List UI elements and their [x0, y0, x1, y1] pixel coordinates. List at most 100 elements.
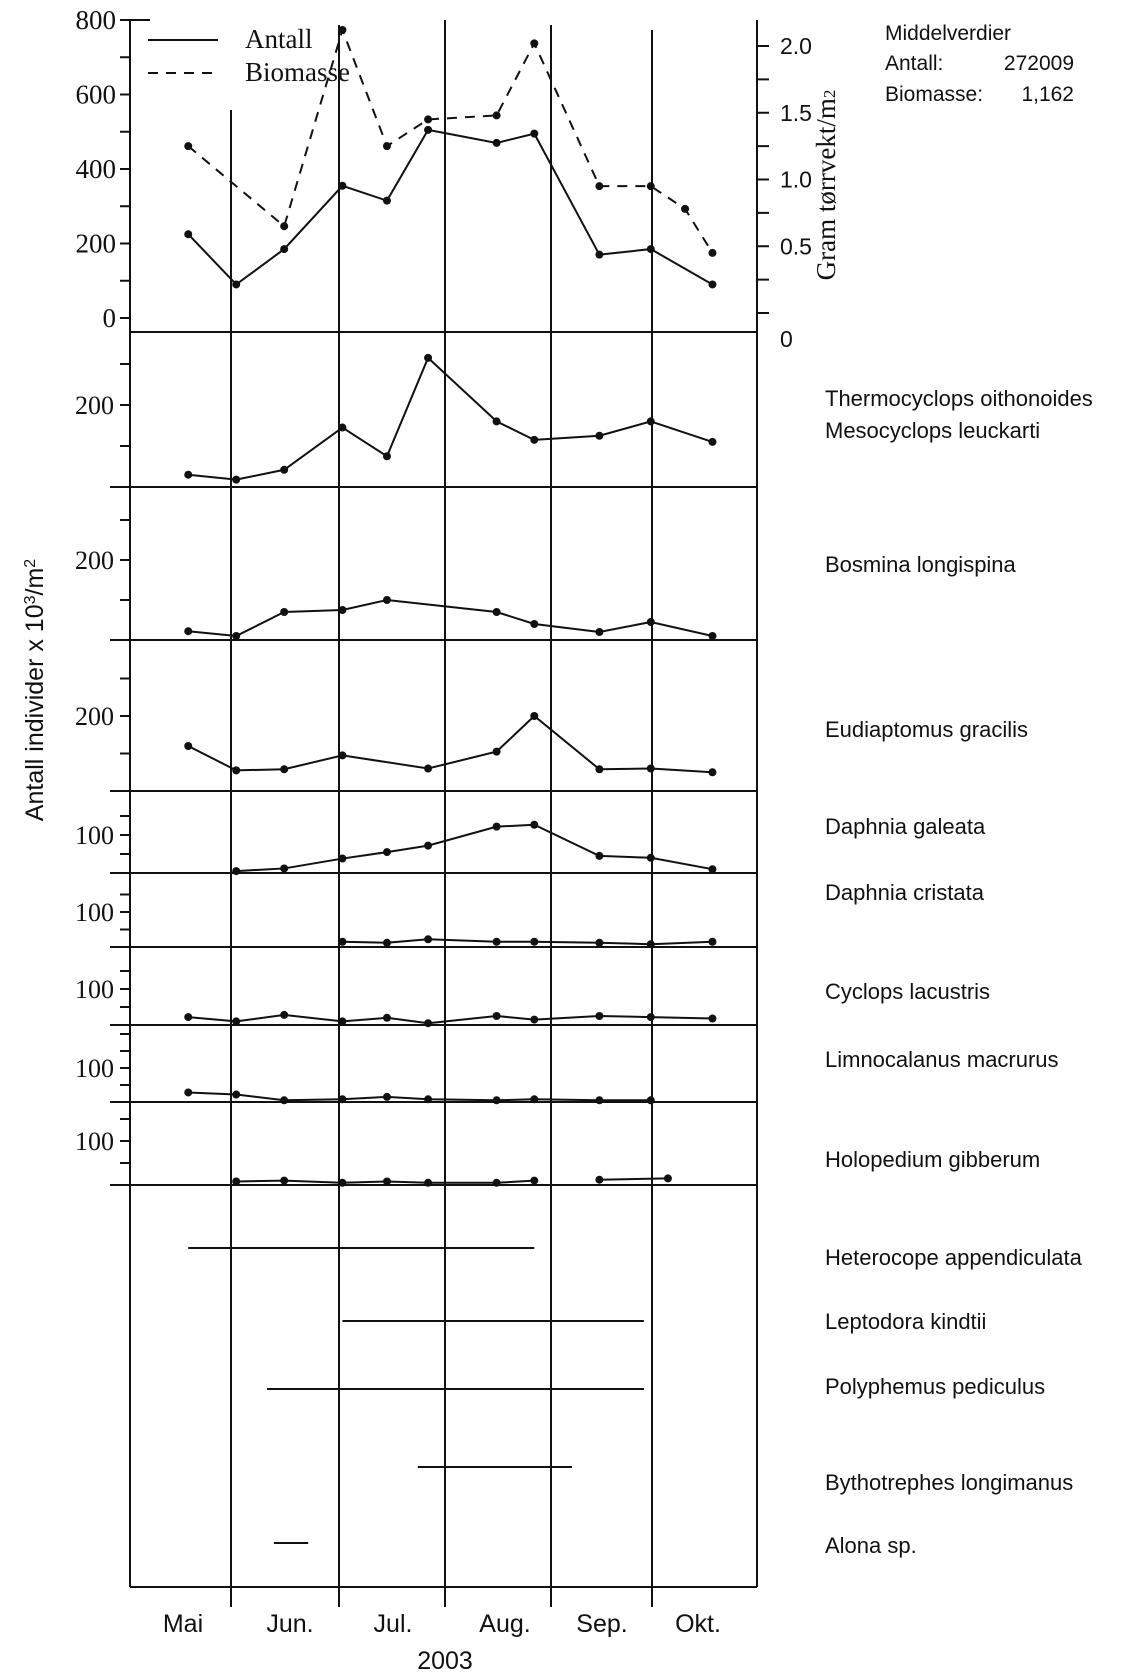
biomasse-point — [681, 204, 690, 213]
left-tick-label: 200 — [76, 229, 117, 259]
species-name: Bosmina longispina — [825, 552, 1017, 577]
series-point — [424, 1095, 433, 1104]
series-point — [595, 431, 604, 440]
y-axis-label-main: Antall individer x 10 — [21, 604, 49, 821]
species-name: Daphnia galeata — [825, 814, 986, 839]
left-tick-label: 600 — [76, 80, 117, 110]
series-point — [184, 1013, 193, 1022]
series-point — [646, 1013, 655, 1022]
series-point — [492, 1178, 501, 1187]
series-point — [595, 1175, 604, 1184]
series-point — [646, 1096, 655, 1105]
series-point — [424, 764, 433, 773]
tick-label: 100 — [75, 1127, 114, 1156]
series-point — [646, 940, 655, 949]
antall-point — [595, 250, 604, 259]
presence-species-name: Alona sp. — [825, 1533, 917, 1558]
series-point — [530, 620, 539, 628]
series-point — [338, 937, 347, 946]
top-panel: 800 600 400 200 0 2.0 1.5 1.0 0.5 0 — [76, 5, 812, 352]
antall-point — [232, 280, 241, 289]
biomasse-point — [382, 142, 391, 151]
series-point — [382, 596, 391, 604]
series-point — [708, 768, 717, 777]
series-point — [530, 1176, 539, 1185]
series-line — [188, 356, 713, 481]
series-point — [595, 938, 604, 947]
y-axis-label: Antall individer x 103/m2 — [21, 559, 49, 821]
series-point — [530, 1015, 539, 1024]
y-axis-label-tail: /m — [21, 568, 49, 596]
series-point — [530, 937, 539, 946]
right-tick-label: 2.0 — [780, 33, 812, 59]
antall-point — [338, 181, 347, 190]
antall-point — [530, 129, 539, 138]
antall-point — [382, 196, 391, 205]
series-point — [492, 1012, 501, 1020]
month-label: Okt. — [675, 1610, 721, 1638]
series-point — [595, 628, 604, 636]
right-axis-label-sub: 2 — [820, 90, 839, 99]
antall-series-line — [187, 128, 713, 286]
tick-label: 200 — [75, 391, 114, 420]
series-point — [184, 742, 193, 750]
series-point — [595, 765, 604, 774]
series-point — [184, 1088, 193, 1097]
series-point — [280, 864, 289, 873]
presence-species-name: Leptodora kindtii — [825, 1309, 986, 1334]
month-label: Aug. — [479, 1610, 530, 1638]
species-name: Daphnia cristata — [825, 880, 985, 905]
biomasse-point — [280, 222, 289, 231]
series-point — [424, 841, 433, 850]
series-point — [280, 1176, 289, 1185]
month-label: Jul. — [374, 1610, 413, 1638]
right-tick-label: 0 — [780, 326, 793, 352]
series-point — [382, 938, 391, 947]
series-point — [382, 1013, 391, 1022]
series-point — [646, 853, 655, 862]
biomasse-point — [184, 142, 193, 151]
series-point — [663, 1174, 672, 1183]
series-point — [184, 627, 193, 636]
species-panel: 200 Bosmina longispina — [75, 519, 1017, 641]
series-line — [188, 598, 713, 638]
series-point — [492, 747, 501, 756]
antall-point — [492, 138, 501, 147]
series-point — [492, 822, 501, 831]
mean-antall-label: Antall: — [885, 52, 943, 75]
series-point — [280, 608, 289, 616]
series-point — [595, 1096, 604, 1105]
series-point — [708, 865, 717, 874]
series-point — [232, 1090, 241, 1099]
series-point — [492, 937, 501, 946]
series-point — [382, 1092, 391, 1101]
series-point — [338, 854, 347, 863]
series-point — [424, 353, 433, 362]
species-panel: 200 Eudiaptomus gracilis — [75, 677, 1028, 792]
series-point — [424, 935, 433, 944]
mean-biomasse-label: Biomasse: — [885, 83, 983, 106]
series-point — [382, 1177, 391, 1186]
tick-label: 200 — [75, 546, 114, 575]
series-point — [530, 820, 539, 829]
right-axis-label: Gram tørrvekt/m2 — [811, 90, 841, 281]
series-point — [280, 465, 289, 474]
y-axis-label-sup: 3 — [22, 595, 39, 604]
month-labels: Mai Jun. Jul. Aug. Sep. Okt. — [163, 1610, 721, 1638]
species-panel: 100 Daphnia cristata — [75, 880, 985, 949]
tick-label: 100 — [75, 821, 114, 850]
chart-frame — [129, 19, 758, 1607]
series-point — [708, 437, 717, 446]
left-tick-label: 400 — [76, 154, 117, 184]
series-point — [338, 1095, 347, 1104]
antall-point — [646, 245, 655, 254]
month-label: Mai — [163, 1610, 203, 1638]
series-point — [424, 1178, 433, 1187]
month-label: Sep. — [576, 1610, 627, 1638]
y-axis-label-sup2: 2 — [22, 559, 39, 568]
mean-biomasse-value: 1,162 — [1021, 83, 1074, 106]
series-point — [595, 851, 604, 860]
series-point — [232, 867, 241, 876]
series-point — [492, 1096, 501, 1105]
